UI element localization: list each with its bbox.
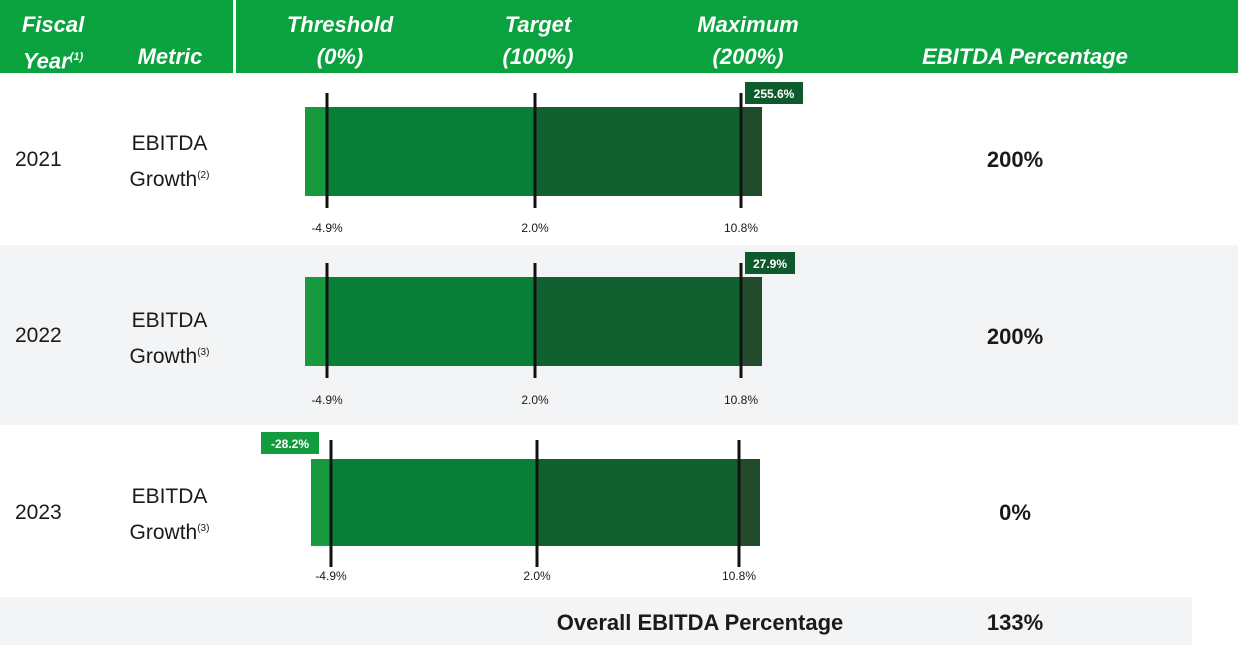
year-2023: 2023 <box>15 501 62 524</box>
metric-footnote-2021: (2) <box>197 170 210 181</box>
actual-label-box-2021 <box>745 82 803 104</box>
header-threshold: Threshold (0%) <box>286 12 394 69</box>
actual-label-box-2023 <box>261 432 319 454</box>
tick-label-target-2022: 2.0% <box>521 393 549 407</box>
actual-label-2022: 27.9% <box>753 257 787 271</box>
header-ebitda-percentage: EBITDA Percentage <box>922 44 1128 69</box>
tick-label-threshold-2022: -4.9% <box>311 393 343 407</box>
bar-segment-threshold-target-2022 <box>327 277 535 366</box>
metric-2022: EBITDA Growth(3) <box>129 309 210 368</box>
year-2021: 2021 <box>15 148 62 171</box>
total-row <box>0 597 1192 645</box>
tick-label-threshold-2021: -4.9% <box>311 221 343 235</box>
tick-label-maximum-2023: 10.8% <box>722 569 756 583</box>
bar-segment-above-maximum-2021 <box>741 107 762 196</box>
actual-label-2023: -28.2% <box>271 437 309 451</box>
tick-label-target-2023: 2.0% <box>523 569 551 583</box>
metric-footnote-2022: (3) <box>197 347 210 358</box>
table-header: Fiscal Year(1) Metric Threshold (0%) Targ… <box>0 0 1238 73</box>
bar-segment-threshold-target-2023 <box>331 459 537 546</box>
actual-label-box-2022 <box>745 252 795 274</box>
tick-label-threshold-2023: -4.9% <box>315 569 347 583</box>
percentage-2021: 200% <box>986 147 1044 172</box>
fiscal-year-footnote: (1) <box>69 51 84 63</box>
year-2022: 2022 <box>15 324 62 347</box>
total-value: 133% <box>986 610 1044 635</box>
percentage-2023: 0% <box>999 500 1031 525</box>
header-target: Target (100%) <box>502 12 574 69</box>
bar-segment-above-maximum-2022 <box>741 277 762 366</box>
bar-segment-above-maximum-2023 <box>739 459 760 546</box>
tick-label-maximum-2021: 10.8% <box>724 221 758 235</box>
tick-label-target-2021: 2.0% <box>521 221 549 235</box>
total-label: Overall EBITDA Percentage <box>556 610 844 635</box>
percentage-2022: 200% <box>986 324 1044 349</box>
actual-label-2021: 255.6% <box>754 87 795 101</box>
header-maximum: Maximum (200%) <box>697 12 799 69</box>
bar-segment-target-maximum-2021 <box>535 107 741 196</box>
bar-segment-below-threshold-2023 <box>311 459 331 546</box>
metric-footnote-2023: (3) <box>197 523 210 534</box>
bar-segment-below-threshold-2021 <box>305 107 327 196</box>
tick-label-maximum-2022: 10.8% <box>724 393 758 407</box>
header-divider <box>233 0 236 73</box>
header-fiscal-year: Fiscal Year(1) <box>21 12 85 74</box>
metric-2023: EBITDA Growth(3) <box>129 485 210 544</box>
header-metric: Metric <box>137 44 203 69</box>
metric-2021: EBITDA Growth(2) <box>129 132 210 191</box>
bar-segment-target-maximum-2022 <box>535 277 741 366</box>
bar-segment-target-maximum-2023 <box>537 459 739 546</box>
bar-segment-below-threshold-2022 <box>305 277 327 366</box>
bar-segment-threshold-target-2021 <box>327 107 535 196</box>
